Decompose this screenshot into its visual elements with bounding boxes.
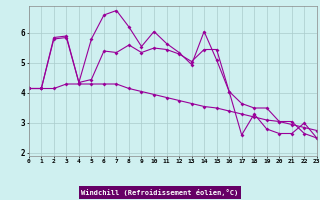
Text: Windchill (Refroidissement éolien,°C): Windchill (Refroidissement éolien,°C) — [81, 189, 239, 196]
